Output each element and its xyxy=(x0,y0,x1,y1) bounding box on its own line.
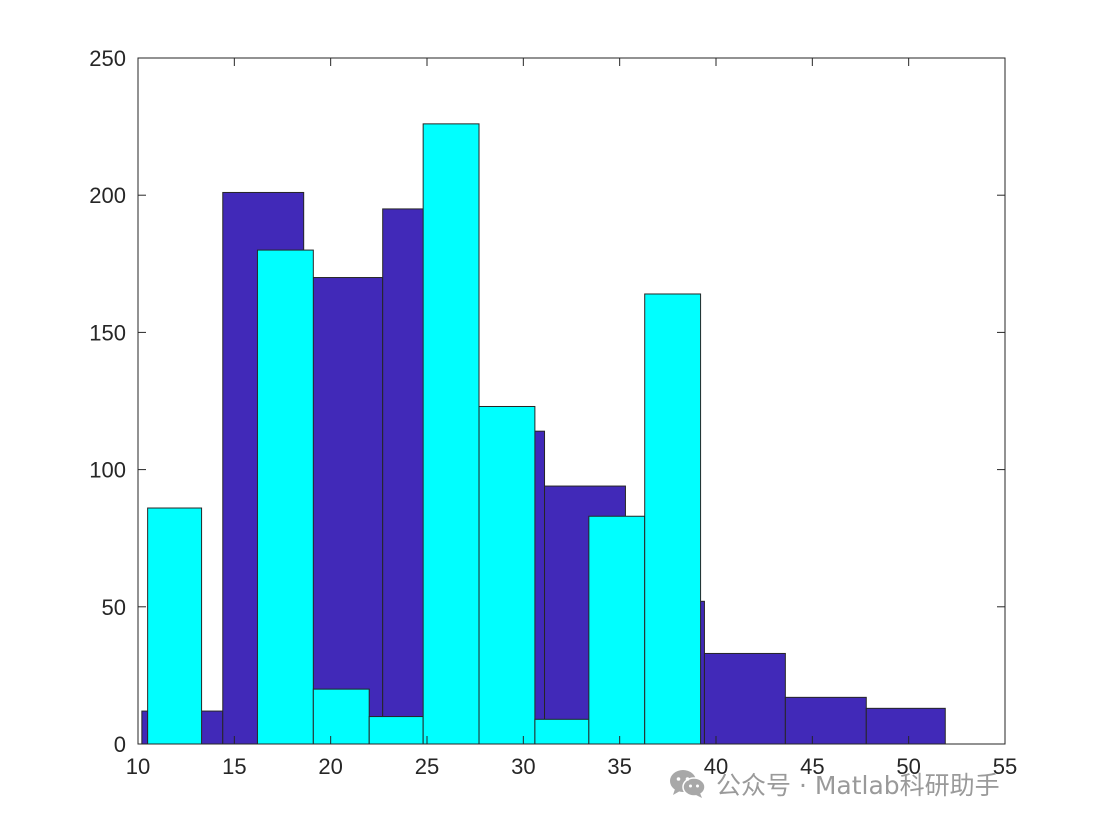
bars-layer xyxy=(141,123,946,745)
y-tick-label: 0 xyxy=(114,732,126,757)
y-tick-label: 150 xyxy=(89,320,126,345)
watermark-text: 公众号 · Matlab科研助手 xyxy=(716,771,1000,800)
histogram-bar-series-1-bin-9 xyxy=(784,696,867,745)
wechat-icon xyxy=(670,770,706,798)
x-tick-label: 15 xyxy=(222,754,246,779)
histogram-bar-series-2-bin-6 xyxy=(422,123,480,745)
x-tick-label: 45 xyxy=(800,754,824,779)
histogram-bar-series-1-bin-3 xyxy=(303,277,384,745)
histogram-bar-series-2-bin-10 xyxy=(644,293,702,745)
x-tick-label: 40 xyxy=(704,754,728,779)
axis-tick-labels: 10 15 20 25 30 35 40 45 50 55 0 50 100 150 200 250 xyxy=(89,46,1017,779)
histogram-bar-series-2-bin-7 xyxy=(478,405,536,745)
histogram-bar-series-2-bin-8 xyxy=(534,718,590,745)
histogram-bar-series-2-bin-4 xyxy=(312,688,370,745)
x-tick-label: 35 xyxy=(607,754,631,779)
histogram-bar-series-2-bin-1 xyxy=(147,507,203,745)
x-tick-label: 25 xyxy=(415,754,439,779)
y-tick-label: 250 xyxy=(89,46,126,71)
axis-ticks xyxy=(137,57,1006,745)
histogram-bar-series-2-bin-9 xyxy=(588,515,646,745)
histogram-bar-series-1-bin-10 xyxy=(865,707,946,745)
x-tick-label: 50 xyxy=(896,754,920,779)
y-tick-label: 50 xyxy=(102,595,126,620)
x-tick-label: 10 xyxy=(126,754,150,779)
histogram-bar-series-2-bin-5 xyxy=(368,716,424,745)
x-tick-label: 30 xyxy=(511,754,535,779)
y-tick-label: 100 xyxy=(89,458,126,483)
x-tick-label: 55 xyxy=(993,754,1017,779)
watermark: 公众号 · Matlab科研助手 xyxy=(668,764,1000,804)
x-tick-label: 20 xyxy=(318,754,342,779)
plot-frame xyxy=(137,57,1006,745)
histogram-bar-series-1-bin-8 xyxy=(703,652,786,745)
histogram-bar-series-2-bin-3 xyxy=(256,249,314,745)
y-tick-label: 200 xyxy=(89,183,126,208)
